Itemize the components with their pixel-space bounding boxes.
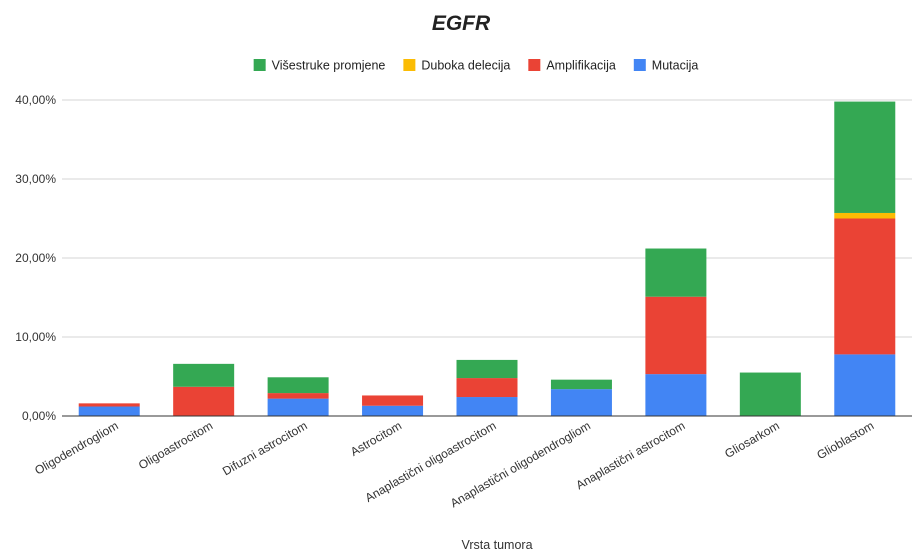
- bar-mutacija: [267, 398, 329, 416]
- x-tick-label: Glioblastom: [814, 418, 876, 462]
- bar-vi-estruke-promjene: [267, 377, 329, 394]
- bars: [78, 101, 896, 416]
- legend-label: Duboka delecija: [421, 59, 510, 73]
- legend-label: Višestruke promjene: [272, 59, 386, 73]
- bar-mutacija: [362, 405, 424, 416]
- bar-mutacija: [550, 389, 612, 416]
- bar-mutacija: [834, 354, 896, 416]
- bar-vi-estruke-promjene: [173, 363, 235, 387]
- bar-mutacija: [78, 406, 140, 416]
- bar-vi-estruke-promjene: [456, 359, 518, 379]
- legend-swatch: [633, 59, 646, 71]
- bar-amplifikacija: [456, 378, 518, 398]
- y-tick-label: 20,00%: [15, 251, 56, 265]
- x-tick-label: Difuzni astrocitom: [220, 418, 310, 478]
- bar-mutacija: [645, 374, 707, 416]
- y-tick-label: 10,00%: [15, 330, 56, 344]
- bar-amplifikacija: [173, 386, 235, 416]
- chart-title: EGFR: [432, 12, 491, 35]
- bar-amplifikacija: [834, 218, 896, 355]
- y-tick-label: 0,00%: [22, 409, 56, 423]
- bar-mutacija: [456, 397, 518, 416]
- gridlines: [62, 99, 912, 338]
- legend-label: Amplifikacija: [546, 59, 616, 73]
- bar-vi-estruke-promjene: [834, 101, 896, 213]
- legend-swatch: [253, 59, 266, 71]
- x-tick-label: Astrocitom: [348, 418, 404, 458]
- legend: Višestruke promjene Duboka delecija Amplif…: [253, 59, 699, 73]
- legend-swatch: [528, 59, 541, 71]
- y-tick-label: 40,00%: [15, 93, 56, 107]
- bar-amplifikacija: [645, 296, 707, 375]
- x-tick-label: Oligoastrocitom: [136, 418, 215, 472]
- bar-duboka-delecija: [834, 212, 896, 219]
- x-axis-ticks: Oligodendrogliom Oligoastrocitom Difuzni a…: [32, 418, 876, 510]
- legend-label: Mutacija: [652, 59, 699, 73]
- x-tick-label: Gliosarkom: [722, 418, 782, 460]
- x-axis-label: Vrsta tumora: [461, 538, 532, 552]
- bar-amplifikacija: [267, 393, 329, 399]
- bar-vi-estruke-promjene: [645, 248, 707, 297]
- x-tick-label: Oligodendrogliom: [32, 418, 120, 477]
- bar-vi-estruke-promjene: [550, 379, 612, 390]
- y-axis-ticks: 0,00% 10,00% 20,00% 30,00% 40,00%: [15, 93, 56, 423]
- y-tick-label: 30,00%: [15, 172, 56, 186]
- bar-vi-estruke-promjene: [739, 372, 801, 416]
- legend-swatch: [403, 59, 416, 71]
- bar-amplifikacija: [362, 395, 424, 406]
- bar-amplifikacija: [78, 403, 140, 407]
